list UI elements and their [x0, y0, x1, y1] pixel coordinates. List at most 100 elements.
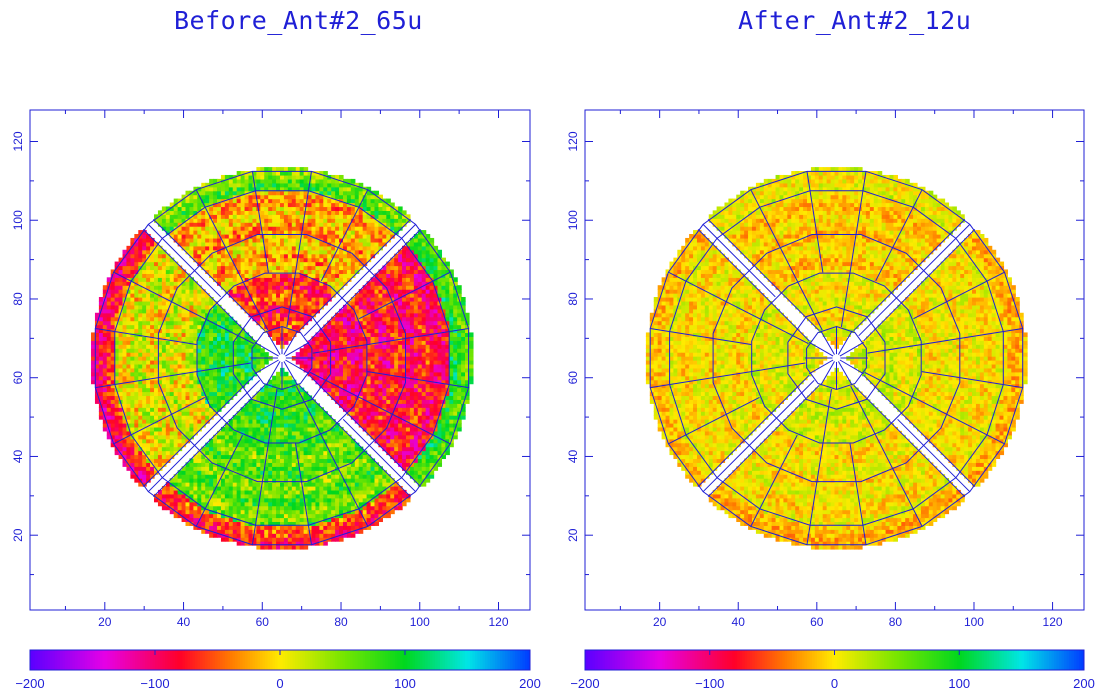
heatmap-cell [287, 430, 293, 436]
heatmap-cell [256, 202, 261, 208]
heatmap-cell [134, 470, 139, 475]
heatmap-cell [244, 411, 250, 416]
heatmap-cell [276, 277, 281, 282]
heatmap-cell [130, 438, 135, 444]
heatmap-cell [307, 497, 313, 503]
heatmap-cell [197, 312, 202, 318]
heatmap-cell [260, 218, 265, 223]
heatmap-cell [193, 387, 198, 393]
heatmap-cell [248, 269, 254, 274]
heatmap-cell [295, 505, 301, 511]
heatmap-cell [236, 371, 242, 377]
heatmap-cell [161, 391, 167, 397]
heatmap-cell [268, 289, 273, 294]
heatmap-cell [299, 214, 305, 219]
heatmap-cell [350, 249, 356, 255]
heatmap-cell [165, 253, 171, 259]
heatmap-cell [252, 493, 257, 499]
heatmap-cell [213, 450, 218, 456]
heatmap-cell [260, 501, 265, 507]
heatmap-cell [122, 419, 128, 424]
heatmap-cell [346, 482, 352, 487]
heatmap-cell [217, 226, 222, 231]
heatmap-cell [205, 186, 210, 192]
heatmap-cell [256, 261, 261, 267]
heatmap-cell [264, 399, 269, 404]
heatmap-cell [335, 485, 340, 491]
heatmap-cell [181, 517, 187, 523]
heatmap-cell [236, 261, 242, 267]
heatmap-cell [114, 328, 120, 334]
heatmap-cell [280, 482, 285, 487]
heatmap-cell [181, 363, 187, 369]
heatmap-cell [201, 501, 206, 507]
heatmap-cell [213, 505, 218, 511]
heatmap-cell [280, 454, 285, 460]
heatmap-cell [319, 497, 324, 503]
heatmap-cell [331, 186, 336, 192]
heatmap-cell [244, 174, 250, 180]
heatmap-cell [193, 190, 198, 196]
heatmap-cell [173, 493, 179, 499]
heatmap-cell [94, 328, 100, 334]
heatmap-cell [110, 360, 116, 365]
heatmap-cell [106, 300, 112, 306]
heatmap-cell [248, 171, 254, 176]
heatmap-cell [134, 340, 139, 345]
heatmap-cell [346, 182, 352, 188]
heatmap-cell [224, 379, 230, 385]
heatmap-cell [272, 375, 277, 381]
heatmap-cell [287, 230, 293, 235]
heatmap-cell [244, 525, 250, 530]
heatmap-cell [346, 273, 352, 278]
heatmap-cell [248, 501, 254, 507]
heatmap-cell [193, 293, 198, 298]
heatmap-cell [276, 407, 281, 412]
heatmap-cell [142, 375, 147, 381]
heatmap-cell [201, 497, 206, 503]
heatmap-cell [342, 332, 348, 337]
heatmap-cell [193, 470, 198, 475]
heatmap-cell [189, 383, 194, 389]
heatmap-cell [205, 517, 210, 523]
heatmap-cell [280, 419, 285, 424]
heatmap-cell [197, 348, 202, 353]
heatmap-cell [224, 458, 230, 463]
heatmap-cell [138, 395, 143, 400]
heatmap-cell [205, 344, 210, 349]
heatmap-cell [295, 493, 301, 499]
heatmap-cell [268, 470, 273, 475]
heatmap-cell [283, 324, 289, 330]
heatmap-cell [134, 312, 139, 318]
heatmap-cell [260, 517, 265, 523]
heatmap-cell [264, 304, 269, 310]
heatmap-cell [335, 277, 340, 282]
heatmap-cell [181, 273, 187, 278]
heatmap-cell [142, 360, 147, 365]
heatmap-cell [189, 415, 194, 420]
heatmap-cell [154, 241, 159, 247]
heatmap-cell [189, 241, 194, 247]
heatmap-cell [299, 399, 305, 404]
heatmap-cell [213, 344, 218, 349]
heatmap-cell [291, 297, 297, 302]
heatmap-cell [319, 509, 324, 515]
heatmap-cell [268, 293, 273, 298]
heatmap-cell [220, 430, 226, 436]
heatmap-cell [291, 517, 297, 523]
heatmap-cell [323, 210, 328, 215]
heatmap-cell [283, 474, 289, 479]
heatmap-cell [157, 316, 163, 322]
heatmap-cell [209, 328, 214, 334]
heatmap-cell [240, 450, 246, 456]
heatmap-cell [150, 261, 155, 267]
heatmap-cell [220, 174, 226, 180]
heatmap-cell [228, 210, 234, 215]
heatmap-cell [350, 442, 356, 448]
heatmap-cell [114, 415, 120, 420]
heatmap-cell [303, 253, 309, 259]
heatmap-cell [327, 273, 332, 278]
heatmap-cell [287, 171, 293, 176]
heatmap-cell [201, 289, 206, 294]
heatmap-cell [236, 285, 242, 290]
